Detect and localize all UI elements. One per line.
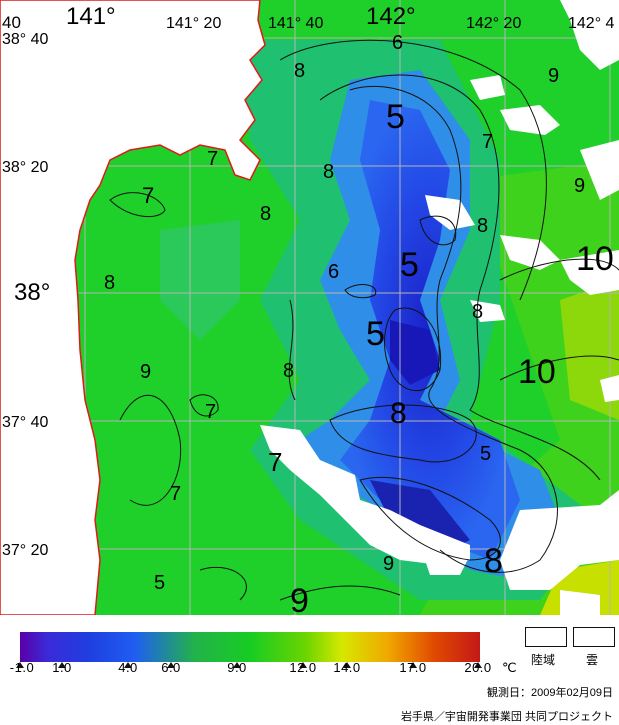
colorbar-label: 1.0: [52, 660, 72, 675]
contour-label: 7: [142, 183, 154, 208]
colorbar-tick: [233, 662, 241, 668]
colorbar-unit: ℃: [502, 660, 517, 675]
contour-label: 5: [154, 572, 165, 594]
colorbar-tick: [124, 662, 132, 668]
colorbar-tick: [409, 662, 417, 668]
lat-label-38-20: 38° 20: [2, 159, 49, 176]
land-legend-swatch: [525, 627, 567, 647]
contour-label: 8: [484, 542, 503, 580]
contour-label: 7: [268, 447, 282, 477]
contour-label: 7: [482, 131, 493, 153]
colorbar-tick: [343, 662, 351, 668]
contour-label: 7: [205, 401, 216, 423]
lon-label-141: 141°: [66, 3, 116, 30]
corner-label: 40: [2, 13, 21, 32]
cloud-legend-label: 雲: [586, 653, 599, 667]
colorbar-tick: [299, 662, 307, 668]
contour-label: 9: [290, 582, 309, 615]
colorbar-label: 17.0: [399, 660, 427, 675]
coldest-core: [390, 320, 440, 385]
colorbar-label: 14.0: [333, 660, 361, 675]
credit-line: 岩手県／宇宙開発事業団 共同プロジェクト: [400, 711, 613, 723]
contour-label: 9: [548, 65, 559, 87]
transition-zone-west: [160, 220, 240, 340]
contour-label: 5: [366, 315, 385, 353]
contour-label: 8: [104, 272, 115, 294]
colorbar-tick: [58, 662, 66, 668]
cloud-patches: [260, 0, 619, 615]
lon-label-141-20: 141° 20: [166, 15, 221, 32]
colorbar-label: 9.0: [227, 660, 247, 675]
contour-label: 6: [328, 261, 339, 283]
contour-label: 7: [170, 483, 181, 505]
temperature-colorbar: [20, 632, 480, 662]
contour-label: 8: [472, 301, 483, 323]
lon-label-142-20: 142° 20: [466, 15, 521, 32]
contour-label: 8: [390, 397, 407, 430]
lon-label-141-40: 141° 40: [268, 15, 323, 32]
contour-label: 8: [294, 60, 305, 82]
observation-date: 観測日：2009年02月09日: [487, 687, 613, 699]
contour-label: 5: [386, 98, 405, 136]
contour-label: 8: [323, 161, 334, 183]
contour-label: 6: [392, 32, 403, 54]
lat-label-38: 38°: [14, 279, 50, 306]
colorbar-tick: [167, 662, 175, 668]
lat-label-38-40: 38° 40: [2, 31, 49, 48]
colorbar-tick: [474, 662, 482, 668]
lon-label-142: 142°: [366, 3, 416, 30]
contour-label: 10: [576, 240, 614, 278]
colorbar-label: 12.0: [289, 660, 317, 675]
contour-label: 8: [283, 360, 294, 382]
contour-label: 8: [260, 203, 271, 225]
contour-lines: [109, 39, 619, 601]
colorbar-tick: [16, 662, 24, 668]
colorbar-label: -1.0: [9, 660, 35, 675]
contour-label: 10: [518, 353, 556, 391]
cloud-legend-swatch: [573, 627, 615, 647]
land-legend-label: 陸域: [531, 653, 556, 667]
contour-label: 8: [477, 215, 488, 237]
colorbar-label: 20.0: [464, 660, 492, 675]
contour-label: 7: [207, 148, 218, 170]
contour-label: 9: [574, 175, 585, 197]
contour-label: 5: [480, 443, 491, 465]
colorbar-label: 4.0: [118, 660, 138, 675]
contour-label: 5: [400, 246, 419, 284]
legend-area: -1.0 1.0 4.0 6.0 9.0 12.0 14.0 17.0 20.0…: [0, 615, 619, 725]
sst-map: 40 141° 141° 20 141° 40 142° 142° 20 142…: [0, 0, 619, 615]
colorbar-label: 6.0: [161, 660, 181, 675]
contour-label: 9: [140, 361, 151, 383]
lon-label-142-40: 142° 4: [568, 15, 615, 32]
contour-label: 9: [383, 553, 394, 575]
land-mass: [0, 0, 266, 615]
lat-label-37-20: 37° 20: [2, 542, 49, 559]
lat-label-37-40: 37° 40: [2, 414, 49, 431]
